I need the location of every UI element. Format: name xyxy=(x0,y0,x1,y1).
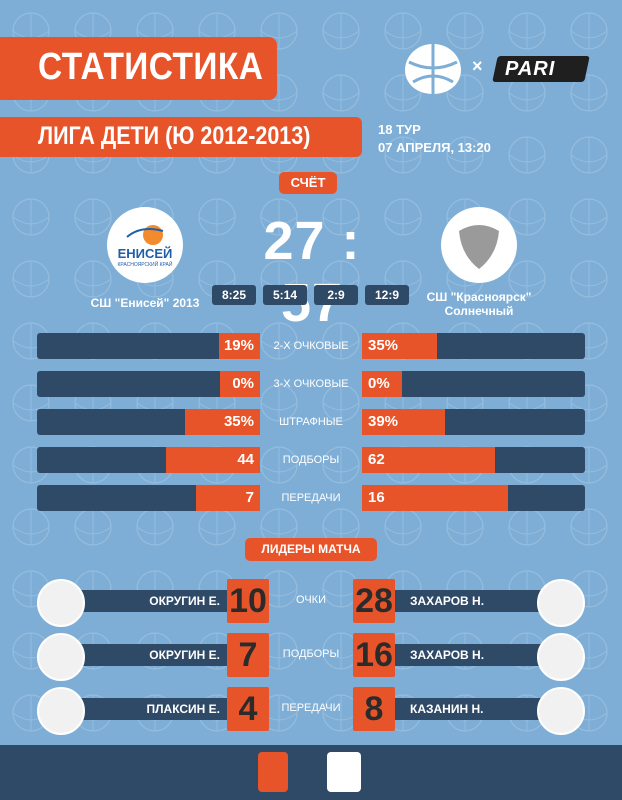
stat-away-value: 35% xyxy=(362,333,437,359)
stat-away-value: 0% xyxy=(362,371,402,397)
leader-home-bar xyxy=(60,644,230,666)
leader-away-bar xyxy=(395,644,560,666)
leader-home-avatar xyxy=(37,633,85,681)
stat-label: 2-Х ОЧКОВЫЕ xyxy=(273,340,349,352)
stat-away-bar: 0% xyxy=(362,371,585,397)
home-team-logo xyxy=(107,207,183,283)
leaders-label: ЛИДЕРЫ МАТЧА xyxy=(245,538,377,561)
league-banner xyxy=(0,117,362,157)
home-team-name: СШ "Енисей" 2013 xyxy=(90,296,200,310)
stat-away-bar: 16 xyxy=(362,485,585,511)
away-team-name-line1: СШ "Красноярск" xyxy=(426,290,532,304)
leader-home-bar xyxy=(60,590,230,612)
stat-home-bar: 0% xyxy=(37,371,260,397)
stat-home-value: 0% xyxy=(220,371,260,397)
leader-away-avatar xyxy=(537,633,585,681)
leader-away-avatar xyxy=(537,687,585,735)
stat-home-value: 7 xyxy=(196,485,260,511)
away-team-name-line2: Солнечный xyxy=(444,304,514,318)
title-banner xyxy=(0,37,277,100)
home-logo-text: ЕНИСЕЙ xyxy=(117,246,173,261)
shield-icon xyxy=(459,225,499,269)
stat-away-value: 16 xyxy=(362,485,508,511)
stat-label: ПОДБОРЫ xyxy=(282,454,340,466)
sponsor-separator: × xyxy=(472,56,483,76)
leader-away-name: ЗАХАРОВ Н. xyxy=(410,594,485,608)
quarter-4-score: 12:9 xyxy=(365,285,409,305)
leader-home-value: 4 xyxy=(227,687,269,731)
leader-home-name: ПЛАКСИН Е. xyxy=(146,702,220,716)
leader-home-name: ОКРУГИН Е. xyxy=(149,648,220,662)
leader-home-value: 10 xyxy=(227,579,269,623)
leader-category: ПОДБОРЫ xyxy=(282,648,340,660)
home-logo-subtext: КРАСНОЯРСКИЙ КРАЙ xyxy=(117,262,173,268)
page-title: СТАТИСТИКА xyxy=(38,46,264,88)
score-separator: : xyxy=(341,211,361,271)
stat-home-bar: 35% xyxy=(37,409,260,435)
leader-home-name: ОКРУГИН Е. xyxy=(149,594,220,608)
quarter-3-score: 2:9 xyxy=(314,285,358,305)
leader-away-bar xyxy=(395,698,560,720)
league-logo-icon xyxy=(258,752,288,792)
leader-home-avatar xyxy=(37,579,85,627)
leader-away-value: 16 xyxy=(353,633,395,677)
leader-category: ПЕРЕДАЧИ xyxy=(281,702,341,714)
quarter-2-score: 5:14 xyxy=(263,285,307,305)
stat-home-bar: 19% xyxy=(37,333,260,359)
footer xyxy=(0,745,622,800)
leader-home-bar xyxy=(60,698,230,720)
stat-home-bar: 44 xyxy=(37,447,260,473)
leader-away-name: КАЗАНИН Н. xyxy=(410,702,484,716)
match-date: 07 АПРЕЛЯ, 13:20 xyxy=(378,140,491,155)
tour-number: 18 ТУР xyxy=(378,122,421,137)
stat-label: 3-Х ОЧКОВЫЕ xyxy=(273,378,349,390)
stat-home-bar: 7 xyxy=(37,485,260,511)
leader-home-value: 7 xyxy=(227,633,269,677)
quarter-1-score: 8:25 xyxy=(212,285,256,305)
stat-away-value: 62 xyxy=(362,447,495,473)
leader-away-value: 8 xyxy=(353,687,395,731)
stat-away-bar: 62 xyxy=(362,447,585,473)
sport-school-logo-icon xyxy=(327,752,361,792)
stat-away-bar: 35% xyxy=(362,333,585,359)
leader-away-name: ЗАХАРОВ Н. xyxy=(410,648,485,662)
stat-home-value: 35% xyxy=(185,409,260,435)
leader-category: ОЧКИ xyxy=(296,594,326,606)
leader-away-avatar xyxy=(537,579,585,627)
away-team-logo xyxy=(441,207,517,283)
leader-home-avatar xyxy=(37,687,85,735)
leader-away-value: 28 xyxy=(353,579,395,623)
stat-home-value: 44 xyxy=(166,447,260,473)
away-team-name: СШ "Красноярск" Солнечный xyxy=(414,290,544,318)
stat-label: ПЕРЕДАЧИ xyxy=(281,492,341,504)
stat-home-value: 19% xyxy=(219,333,260,359)
stat-away-value: 39% xyxy=(362,409,445,435)
stat-label: ШТРАФНЫЕ xyxy=(279,416,343,428)
basketball-logo-icon xyxy=(405,44,461,94)
league-title: ЛИГА ДЕТИ (Ю 2012-2013) xyxy=(38,122,311,150)
home-score: 27 xyxy=(263,211,326,271)
final-score: 27 : 57 xyxy=(226,210,398,334)
stat-away-bar: 39% xyxy=(362,409,585,435)
score-label: СЧЁТ xyxy=(279,172,337,194)
leader-away-bar xyxy=(395,590,560,612)
sponsor-name: PARI xyxy=(505,58,556,80)
match-info: 18 ТУР 07 АПРЕЛЯ, 13:20 xyxy=(378,121,491,157)
